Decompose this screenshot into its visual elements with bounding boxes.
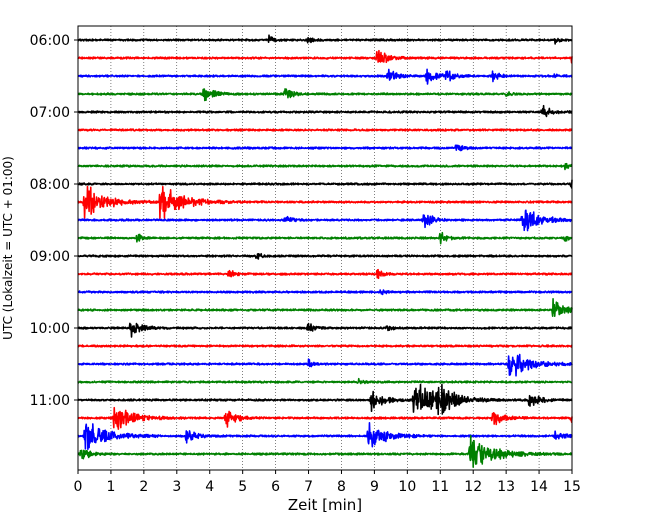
- y-axis-label: UTC (Lokalzeit = UTC + 01:00): [1, 156, 15, 340]
- x-tick-label-4: 4: [205, 479, 214, 495]
- grid-lines: [110, 26, 540, 470]
- x-axis-ticks: 0 1 2 3 4 5 6 7 8 9 10 11 12 13 14 15: [74, 470, 581, 495]
- y-tick-label-0700: 07:00: [30, 105, 70, 121]
- trace-0745: [77, 162, 573, 171]
- x-tick-label-8: 8: [337, 479, 346, 495]
- x-tick-label-0: 0: [74, 479, 83, 495]
- x-tick-label-11: 11: [431, 479, 449, 495]
- trace-0715: [77, 128, 573, 132]
- x-tick-label-12: 12: [464, 479, 482, 495]
- trace-1045: [77, 377, 573, 385]
- trace-0830: [77, 209, 573, 232]
- trace-1100: [77, 383, 573, 416]
- x-tick-label-1: 1: [106, 479, 115, 495]
- x-tick-label-15: 15: [563, 479, 581, 495]
- trace-0845: [77, 231, 573, 245]
- x-tick-label-10: 10: [398, 479, 416, 495]
- trace-0915: [77, 268, 573, 280]
- trace-0730: [77, 144, 573, 152]
- trace-0700: [77, 104, 573, 118]
- x-axis-label: Zeit [min]: [288, 496, 362, 514]
- trace-group: [77, 34, 573, 468]
- x-tick-label-9: 9: [370, 479, 379, 495]
- x-tick-label-5: 5: [238, 479, 247, 495]
- trace-1130: [77, 422, 573, 450]
- trace-0815: [77, 185, 573, 219]
- trace-0945: [77, 297, 573, 317]
- plot-frame: [77, 25, 573, 471]
- x-tick-label-3: 3: [172, 479, 181, 495]
- trace-1015: [77, 344, 573, 348]
- x-tick-label-7: 7: [304, 479, 313, 495]
- x-tick-label-13: 13: [497, 479, 515, 495]
- trace-1115: [77, 406, 573, 430]
- y-tick-label-0900: 09:00: [30, 249, 70, 265]
- trace-0645: [77, 88, 573, 102]
- x-tick-label-2: 2: [139, 479, 148, 495]
- trace-0615: [77, 49, 573, 64]
- y-tick-label-1100: 11:00: [30, 393, 70, 409]
- y-tick-label-0600: 06:00: [30, 33, 70, 49]
- trace-0930: [77, 289, 573, 296]
- y-axis-ticks: 06:00 07:00 08:00 09:00 10:00 11:00: [30, 33, 78, 409]
- y-tick-label-0800: 08:00: [30, 177, 70, 193]
- trace-1145: [77, 434, 573, 468]
- x-tick-label-14: 14: [530, 479, 548, 495]
- trace-0900: [77, 252, 573, 260]
- x-tick-label-6: 6: [271, 479, 280, 495]
- trace-0630: [77, 68, 573, 85]
- trace-0600: [77, 34, 573, 45]
- trace-1030: [77, 353, 573, 377]
- trace-0800: [77, 179, 573, 189]
- trace-1000: [77, 322, 573, 338]
- y-tick-label-1000: 10:00: [30, 321, 70, 337]
